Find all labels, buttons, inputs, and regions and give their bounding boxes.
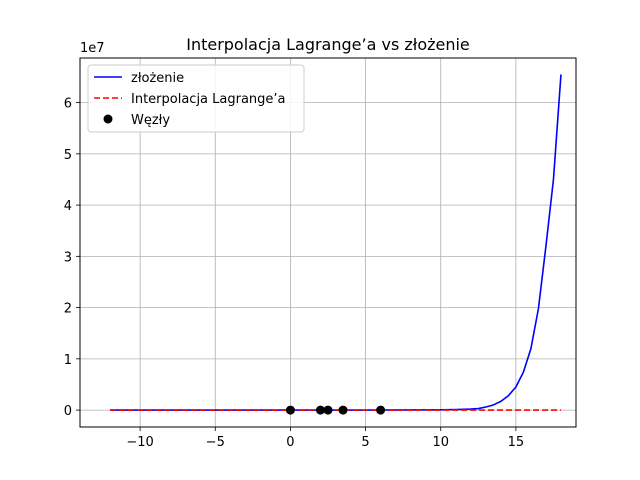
y-tick-label: 6 — [64, 97, 72, 112]
legend-label: złożenie — [131, 71, 184, 86]
x-tick-label: 5 — [361, 435, 369, 450]
y-tick-label: 3 — [64, 250, 72, 265]
legend: złożenie Interpolacja Lagrange’a Węzły — [87, 64, 305, 133]
legend-label: Węzły — [131, 113, 170, 128]
legend-swatch-marker — [103, 114, 113, 124]
node-marker — [315, 405, 325, 415]
x-tick-label: 0 — [286, 435, 294, 450]
y-tick-label: 5 — [64, 148, 72, 163]
node-marker — [285, 405, 295, 415]
y-tick-label: 4 — [64, 199, 72, 214]
y-tick-label: 0 — [64, 404, 72, 419]
chart-title: Interpolacja Lagrange’a vs złożenie — [186, 35, 470, 54]
x-tick-label: 15 — [508, 435, 525, 450]
x-tick-label: −10 — [126, 435, 153, 450]
x-tick-label: 10 — [432, 435, 449, 450]
legend-box — [87, 64, 305, 133]
plot-frame — [79, 57, 577, 428]
y-tick-label: 1 — [64, 353, 72, 368]
tick-layer: −10 −5 0 5 10 15 0 1 2 3 4 5 6 — [64, 97, 524, 450]
series-layer — [110, 74, 562, 415]
node-marker — [376, 405, 386, 415]
y-tick-label: 2 — [64, 302, 72, 317]
node-marker — [338, 405, 348, 415]
legend-label: Interpolacja Lagrange’a — [131, 92, 286, 107]
y-axis-offset-label: 1e7 — [80, 41, 105, 56]
x-tick-label: −5 — [206, 435, 225, 450]
node-marker — [323, 405, 333, 415]
